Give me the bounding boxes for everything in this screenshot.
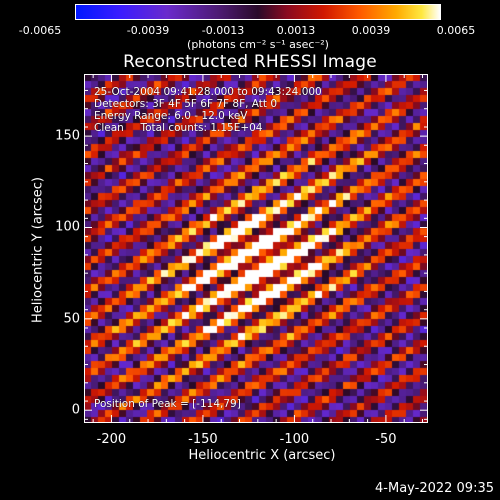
x-axis-label: Heliocentric X (arcsec) xyxy=(188,448,336,463)
colorbar-tick-label: -0.0013 xyxy=(201,24,245,37)
x-tick-label: -50 xyxy=(375,432,397,447)
detectors-label: Detectors: 3F 4F 5F 6F 7F 8F, Att 0 xyxy=(94,98,278,110)
colorbar-tick-label: -0.0065 xyxy=(18,24,62,37)
peak-position-label: Position of Peak = [-114,79] xyxy=(94,398,241,410)
colorbar xyxy=(75,4,441,20)
y-tick-label: 50 xyxy=(63,311,80,327)
image-title: Reconstructed RHESSI Image xyxy=(123,52,377,72)
colorbar-tick-label: 0.0039 xyxy=(351,24,391,37)
x-tick-label: -150 xyxy=(188,432,218,447)
x-tick-label: -100 xyxy=(279,432,310,447)
clean-counts-label: Clean Total counts: 1.15E+04 xyxy=(94,122,263,134)
energy-range-label: Energy Range: 6.0 - 12.0 keV xyxy=(94,110,248,122)
timestamp-footer: 4-May-2022 09:35 xyxy=(375,481,494,496)
colorbar-tick-label: -0.0039 xyxy=(126,24,170,37)
y-axis-label: Heliocentric Y (arcsec) xyxy=(30,177,46,323)
y-tick-label: 150 xyxy=(55,128,80,144)
time-range-label: 25-Oct-2004 09:41:28.000 to 09:43:24.000 xyxy=(94,86,322,98)
colorbar-tick-label: 0.0013 xyxy=(276,24,316,37)
x-tick-label: -200 xyxy=(96,432,127,447)
y-tick-label: 100 xyxy=(55,219,80,235)
y-tick-label: 0 xyxy=(71,402,80,418)
colorbar-unit-label: (photons cm⁻² s⁻¹ asec⁻²) xyxy=(187,38,329,51)
colorbar-tick-label: 0.0065 xyxy=(436,24,476,37)
rhessi-image-plot: 25-Oct-2004 09:41:28.000 to 09:43:24.000… xyxy=(84,74,428,423)
